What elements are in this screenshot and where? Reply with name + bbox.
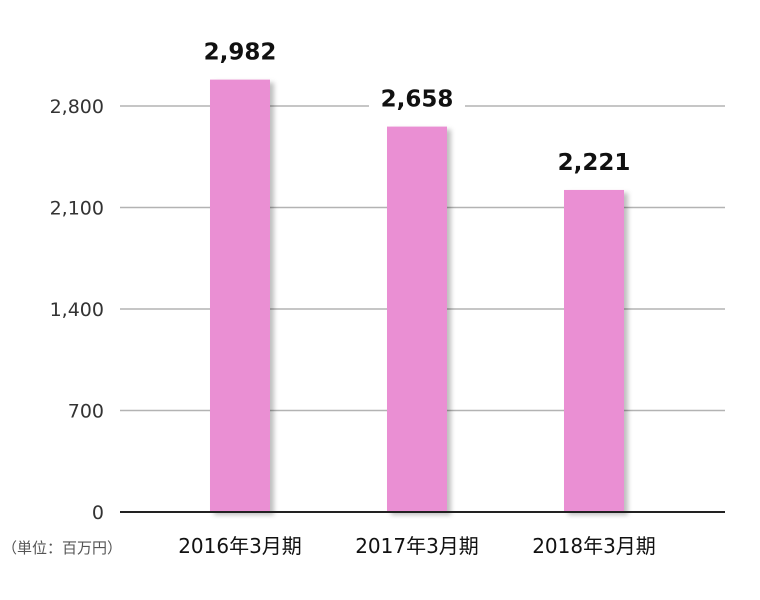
bars bbox=[120, 35, 725, 513]
value-label: 2,658 bbox=[381, 87, 454, 113]
category-label: 2018年3月期 bbox=[532, 534, 656, 558]
value-label: 2,221 bbox=[558, 150, 631, 176]
value-label: 2,982 bbox=[204, 40, 277, 66]
value-label-backing bbox=[192, 35, 288, 66]
value-label-backing bbox=[369, 82, 465, 113]
category-label: 2017年3月期 bbox=[355, 534, 479, 558]
bar bbox=[564, 189, 624, 512]
y-tick-label: 1,400 bbox=[50, 299, 104, 321]
labels: 0 700 1,400 2,100 2,800 2,982 2016年3月期 2,658 201… bbox=[50, 40, 656, 558]
y-tick-label: 2,800 bbox=[50, 96, 104, 118]
y-tick-label: 0 bbox=[92, 502, 104, 524]
unit-label: （単位：百万円） bbox=[2, 539, 122, 557]
y-tick-label: 700 bbox=[68, 401, 104, 423]
bar bbox=[387, 126, 447, 512]
category-label: 2016年3月期 bbox=[178, 534, 302, 558]
bar bbox=[210, 79, 270, 513]
y-tick-label: 2,100 bbox=[50, 198, 104, 220]
value-label-backing bbox=[546, 145, 642, 176]
